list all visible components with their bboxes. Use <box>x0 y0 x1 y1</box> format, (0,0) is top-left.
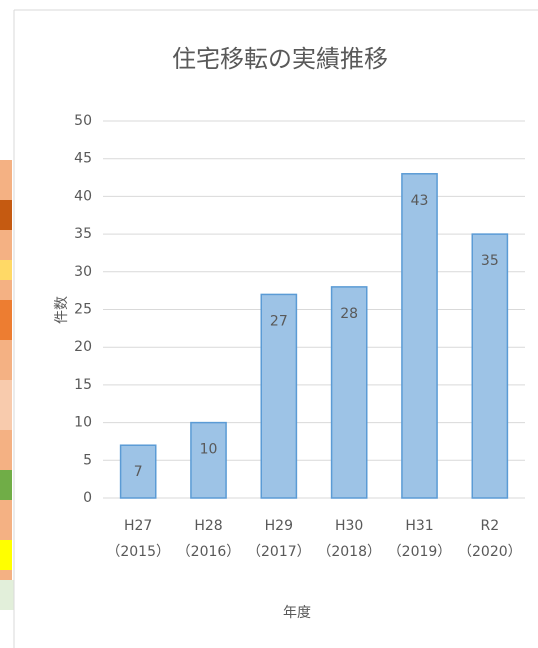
y-tick-label: 25 <box>74 302 92 318</box>
y-tick-label: 40 <box>74 188 92 204</box>
bar <box>190 421 227 499</box>
bar <box>330 286 368 499</box>
x-tick-label: H29 （2017） <box>247 518 311 560</box>
y-axis-label: 件数 <box>54 296 70 324</box>
y-tick-label: 5 <box>83 452 92 468</box>
value-label: 7 <box>134 464 143 480</box>
x-tick-label: H30 （2018） <box>317 518 381 560</box>
value-label: 43 <box>411 193 429 209</box>
y-tick-label: 10 <box>74 415 92 431</box>
bar <box>260 293 298 499</box>
bar <box>119 444 157 499</box>
y-tick-label: 0 <box>83 490 92 506</box>
decorative-illustration <box>0 160 14 610</box>
y-tick-label: 20 <box>74 339 92 355</box>
x-tick-label: H28 （2016） <box>177 518 241 560</box>
value-label: 27 <box>270 313 288 329</box>
bar <box>401 173 438 499</box>
y-tick-label: 35 <box>74 226 92 242</box>
value-label: 35 <box>481 253 499 269</box>
y-tick-label: 30 <box>74 264 92 280</box>
y-tick-label: 45 <box>74 151 92 167</box>
x-tick-label: R2 （2020） <box>458 518 522 560</box>
value-label: 10 <box>200 442 218 458</box>
y-tick-label: 50 <box>74 113 92 129</box>
bar <box>471 233 509 499</box>
chart-title: 住宅移転の実績推移 <box>172 45 388 73</box>
y-tick-label: 15 <box>74 377 92 393</box>
value-label: 28 <box>340 306 358 322</box>
x-axis-label: 年度 <box>283 605 311 621</box>
x-tick-label: H27 （2015） <box>106 518 170 560</box>
x-tick-label: H31 （2019） <box>388 518 452 560</box>
